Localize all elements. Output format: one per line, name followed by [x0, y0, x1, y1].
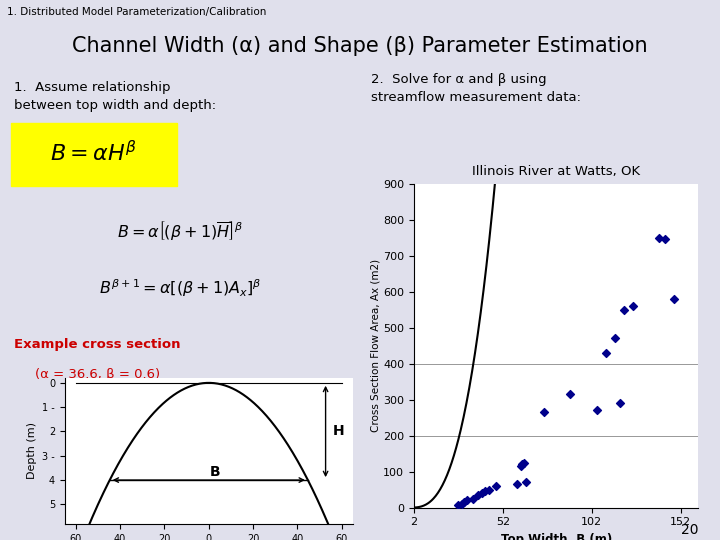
Point: [518, 458, 530, 467]
Point: [517, 460, 528, 469]
Text: B: B: [210, 464, 221, 478]
Point: [515, 462, 526, 470]
Point: [467, 494, 478, 503]
Text: 20: 20: [681, 523, 698, 537]
Text: 1.  Assume relationship
between top width and depth:: 1. Assume relationship between top width…: [14, 81, 216, 112]
Point: [472, 491, 484, 500]
Text: H: H: [333, 424, 345, 438]
Text: Example cross section: Example cross section: [14, 338, 181, 352]
Title: Illinois River at Watts, OK: Illinois River at Watts, OK: [472, 165, 640, 178]
Y-axis label: Depth (m): Depth (m): [27, 422, 37, 480]
Point: [453, 501, 464, 509]
Text: $B = \alpha H^{\beta}$: $B = \alpha H^{\beta}$: [50, 141, 137, 167]
Point: [614, 399, 626, 408]
Point: [627, 302, 639, 310]
Text: $B^{\beta+1} = \alpha\left[(\beta+1)A_x\right]^{\beta}$: $B^{\beta+1} = \alpha\left[(\beta+1)A_x\…: [99, 277, 261, 299]
Point: [667, 294, 679, 303]
Point: [483, 485, 495, 494]
Point: [511, 480, 523, 489]
X-axis label: Top Width, B (m): Top Width, B (m): [500, 533, 612, 540]
FancyBboxPatch shape: [11, 123, 176, 186]
Point: [591, 406, 603, 415]
Point: [458, 498, 469, 507]
Point: [476, 489, 487, 497]
Text: $B = \alpha\left[(\beta+1)\overline{H}\right]^{\beta}$: $B = \alpha\left[(\beta+1)\overline{H}\r…: [117, 219, 243, 241]
Point: [600, 348, 612, 357]
Text: Channel Width (α) and Shape (β) Parameter Estimation: Channel Width (α) and Shape (β) Paramete…: [72, 36, 648, 56]
Point: [618, 305, 629, 314]
Point: [480, 487, 491, 496]
Text: 2.  Solve for α and β using
streamflow measurement data:: 2. Solve for α and β using streamflow me…: [371, 73, 580, 104]
Point: [538, 408, 549, 416]
Text: (α = 36.6, β = 0.6): (α = 36.6, β = 0.6): [35, 368, 160, 381]
Point: [490, 482, 502, 490]
Point: [659, 235, 670, 244]
Point: [521, 478, 532, 487]
Y-axis label: Cross Section Flow Area, Ax (m2): Cross Section Flow Area, Ax (m2): [370, 259, 380, 432]
Text: 1. Distributed Model Parameterization/Calibration: 1. Distributed Model Parameterization/Ca…: [7, 7, 266, 17]
Point: [462, 496, 473, 505]
Point: [609, 334, 621, 343]
Point: [564, 390, 576, 399]
Point: [456, 500, 468, 508]
Point: [654, 233, 665, 242]
